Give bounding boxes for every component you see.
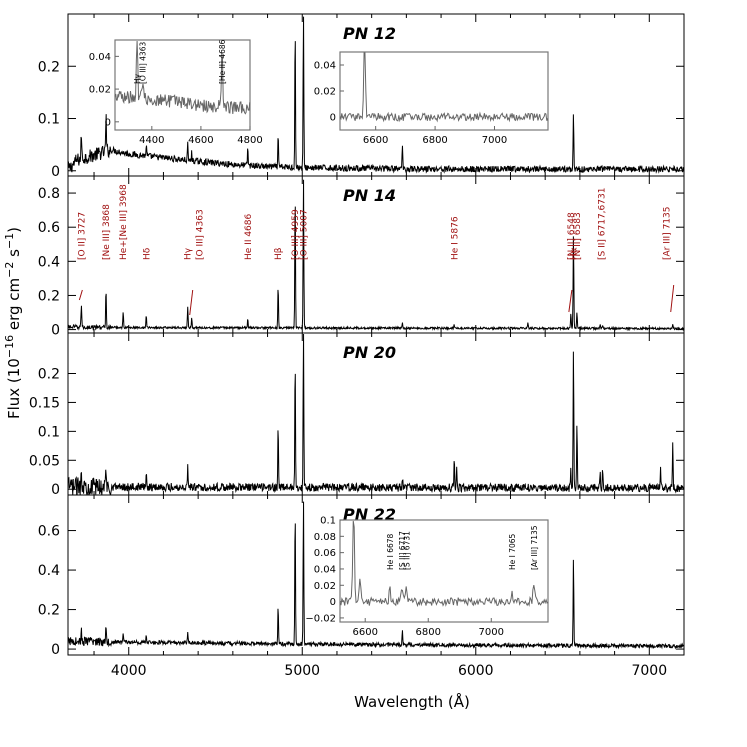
y-tick-label: 0.2 xyxy=(38,367,60,383)
inset-spectrum-line xyxy=(114,40,251,115)
label-leader-line xyxy=(568,289,573,313)
emission-line-label: Hα xyxy=(570,247,580,260)
x-tick-label: 6000 xyxy=(458,663,494,679)
spectrum-line xyxy=(67,16,685,174)
inset-y-tick-label: 0.1 xyxy=(320,516,336,527)
emission-line-label: [O II] 3727 xyxy=(77,212,87,260)
emission-line-label: [Ar III] 7135 xyxy=(663,207,673,260)
inset-y-tick-label: 0.02 xyxy=(314,87,336,98)
inset-x-tick-label: 7000 xyxy=(482,135,507,146)
y-tick-label: 0.6 xyxy=(38,524,60,540)
panel-4: 0 0.2 0.4 0.6 PN 22 4000 5000 6000 7000 6600 6800 7… xyxy=(38,494,685,679)
y-tick-label: 0 xyxy=(51,164,60,180)
emission-line-label: [Ne III] 3868 xyxy=(102,204,112,260)
panel-title: PN 14 xyxy=(343,186,396,205)
emission-line-label: Hδ xyxy=(142,247,152,260)
y-tick-label: 0.6 xyxy=(38,220,60,236)
x-axis-title: Wavelength (Å) xyxy=(354,692,470,711)
inset-frame xyxy=(114,39,251,131)
inset-plot: 4400 4600 4800 0 0.02 0.04 Hγ[O III] 4363 [He I… xyxy=(89,39,263,146)
inset-y-tick-label: 0 xyxy=(105,117,111,128)
inset-y-tick-label: 0.06 xyxy=(314,548,336,559)
emission-line-label: Hγ xyxy=(184,247,194,260)
inset-line-label: [Ar III] 7135 xyxy=(530,525,539,570)
y-tick-label: 0.1 xyxy=(38,112,60,128)
inset-line-label: [S II] 6717 xyxy=(398,531,407,570)
emission-line-label: [O III] 4363 xyxy=(196,209,206,260)
inset-x-tick-label: 6600 xyxy=(352,627,377,638)
inset-x-tick-label: 4600 xyxy=(188,135,213,146)
panel-background xyxy=(68,333,684,495)
panel-frame xyxy=(67,494,685,656)
y-tick-label: 0.4 xyxy=(38,563,60,579)
inset-spectrum-line xyxy=(339,52,549,123)
inset-y-tick-label: 0 xyxy=(330,597,336,608)
emission-line-label: [N II] 6583 xyxy=(573,212,583,260)
inset-line-label: Hγ xyxy=(133,73,142,84)
inset-y-tick-label: −0.02 xyxy=(305,613,336,624)
panel-1: 0 0.1 0.2 PN 12 4400 4600 4800 0 0.02 0.04 Hγ[O II… xyxy=(38,13,685,180)
inset-x-tick-label: 7000 xyxy=(479,627,504,638)
inset-line-label: He I 7065 xyxy=(508,533,517,570)
label-leader-line xyxy=(670,284,675,313)
inset-y-tick-label: 0.04 xyxy=(89,52,111,63)
y-tick-label: 0.05 xyxy=(29,453,60,469)
inset-x-tick-label: 6800 xyxy=(422,135,447,146)
inset-y-tick-label: 0.04 xyxy=(314,61,336,72)
y-tick-label: 0.4 xyxy=(38,254,60,270)
x-tick-label: 5000 xyxy=(284,663,320,679)
inset-y-tick-label: 0.08 xyxy=(314,532,336,543)
inset-x-tick-label: 4800 xyxy=(237,135,262,146)
inset-frame xyxy=(339,519,549,623)
label-leader-line xyxy=(78,289,83,301)
y-tick-label: 0.1 xyxy=(38,424,60,440)
inset-line-label: [S II] 6731 xyxy=(403,531,412,570)
emission-line-label: [N II] 6548 xyxy=(567,212,577,260)
y-tick-label: 0.2 xyxy=(38,603,60,619)
panel-3: 0 0.05 0.1 0.15 0.2 PN 20 xyxy=(29,332,685,498)
inset-line-label: He I 6678 xyxy=(386,533,395,570)
y-tick-label: 0 xyxy=(51,323,60,339)
inset-x-tick-label: 6800 xyxy=(416,627,441,638)
inset-plot: 6600 6800 7000 −0.02 0 0.02 0.04 0.06 0.08 0.1 He … xyxy=(305,516,549,638)
panel-2: 0 0.2 0.4 0.6 0.8 PN 14 [O II] 3727 [Ne III] 38… xyxy=(38,175,685,339)
emission-line-label: He I 5876 xyxy=(450,216,460,260)
emission-line-label: [O III] 4959 xyxy=(291,209,301,260)
inset-y-tick-label: 0.02 xyxy=(314,581,336,592)
panel-title: PN 12 xyxy=(343,24,396,43)
y-tick-label: 0.15 xyxy=(29,395,60,411)
spectrum-line xyxy=(67,501,685,650)
emission-line-label: He+[Ne III] 3968 xyxy=(119,184,129,260)
label-leader-line xyxy=(189,289,194,316)
inset-y-tick-label: 0.04 xyxy=(314,564,336,575)
spectrum-line xyxy=(67,179,685,332)
emission-line-label: Hβ xyxy=(274,247,284,260)
panel-title: PN 22 xyxy=(343,505,396,524)
panel-title: PN 20 xyxy=(343,343,396,362)
emission-line-label: He II 4686 xyxy=(244,213,254,260)
x-tick-label: 7000 xyxy=(631,663,667,679)
y-tick-label: 0 xyxy=(51,642,60,658)
spectrum-line xyxy=(67,333,685,497)
emission-line-label: [O III] 5007 xyxy=(300,209,310,260)
inset-x-tick-label: 6600 xyxy=(363,135,388,146)
y-tick-label: 0.2 xyxy=(38,288,60,304)
panel-background xyxy=(68,176,684,333)
y-tick-label: 0.8 xyxy=(38,186,60,202)
inset-y-tick-label: 0 xyxy=(330,113,336,124)
y-tick-label: 0 xyxy=(51,482,60,498)
inset-x-tick-label: 4400 xyxy=(139,135,164,146)
emission-line-label: [S II] 6717,6731 xyxy=(597,188,607,260)
inset-line-label: [O III] 4363 xyxy=(139,42,148,84)
inset-plot: 6600 6800 7000 0 0.02 0.04 xyxy=(314,51,549,146)
inset-spectrum-line xyxy=(339,520,549,608)
inset-line-label: [He II] 4686 xyxy=(218,39,227,84)
x-tick-label: 4000 xyxy=(111,663,147,679)
inset-y-tick-label: 0.02 xyxy=(89,85,111,96)
y-tick-label: 0.2 xyxy=(38,59,60,75)
y-axis-title: Flux (10−16 erg cm−2 s−1) xyxy=(3,227,23,419)
